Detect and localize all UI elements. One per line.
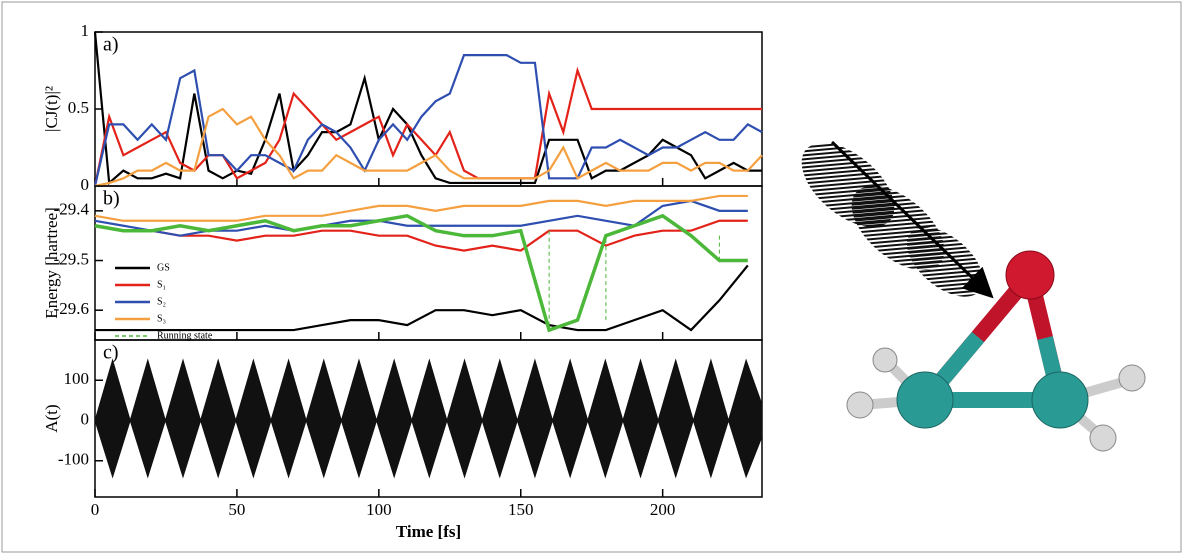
legend-label: S₁ (157, 279, 166, 290)
y-tick-label: -100 (58, 450, 89, 469)
x-tick-label: 50 (228, 500, 245, 519)
legend-label: S₂ (157, 296, 166, 307)
field-envelope (94, 358, 763, 479)
legend-label: GS (157, 262, 170, 273)
y-tick-label: 0 (81, 175, 90, 194)
y-tick-label: -29.4 (54, 200, 90, 219)
panel-label: a) (103, 34, 119, 56)
molecule (846, 250, 1146, 452)
y-tick-label: 0.5 (68, 98, 89, 117)
series-line (94, 107, 763, 188)
y-tick-label: 1 (81, 21, 90, 40)
x-axis-label: Time [fs] (396, 522, 461, 541)
series-line (95, 264, 749, 332)
y-tick-label: -29.5 (54, 249, 89, 268)
x-tick-label: 100 (366, 500, 392, 519)
y-axis-label: A(t) (42, 404, 61, 432)
panel-label: b) (103, 188, 120, 210)
series-line (94, 219, 748, 252)
y-axis-label: Energy [hartree] (42, 207, 61, 319)
y-axis-label: |CJ(t)|² (42, 86, 61, 132)
x-tick-label: 200 (650, 500, 676, 519)
y-tick-label: 100 (64, 369, 90, 388)
pulse-illustration (801, 140, 994, 299)
y-tick-label: -29.6 (54, 299, 89, 318)
series-line (93, 66, 762, 187)
y-tick-label: 0 (81, 409, 90, 428)
x-tick-label: 0 (91, 500, 100, 519)
series-line (94, 194, 748, 222)
x-tick-label: 150 (508, 500, 534, 519)
panel-label: c) (103, 342, 119, 364)
series-line (93, 54, 763, 187)
series-line (94, 213, 748, 333)
legend-label: S₃ (157, 313, 166, 324)
legend-label: Running state (157, 330, 213, 341)
